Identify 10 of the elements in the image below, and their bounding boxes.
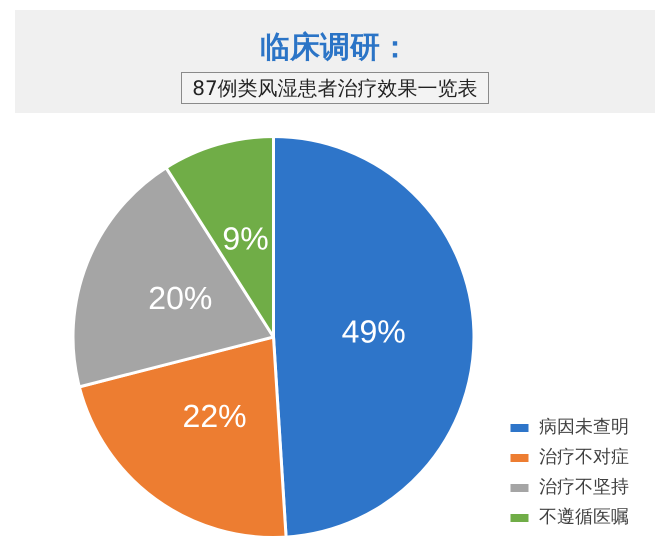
data-label: 20% (148, 280, 212, 316)
chart-title: 临床调研： (259, 29, 411, 66)
legend-label: 病因未查明 (539, 416, 629, 438)
legend-label: 不遵循医嘱 (539, 506, 629, 528)
legend-label: 治疗不对症 (539, 446, 629, 468)
legend-label: 治疗不坚持 (539, 476, 629, 498)
data-label: 22% (182, 398, 247, 434)
data-label: 9% (222, 220, 269, 257)
data-label: 49% (342, 314, 406, 350)
chart-subtitle: 87例类风湿患者治疗效果一览表 (181, 72, 489, 104)
